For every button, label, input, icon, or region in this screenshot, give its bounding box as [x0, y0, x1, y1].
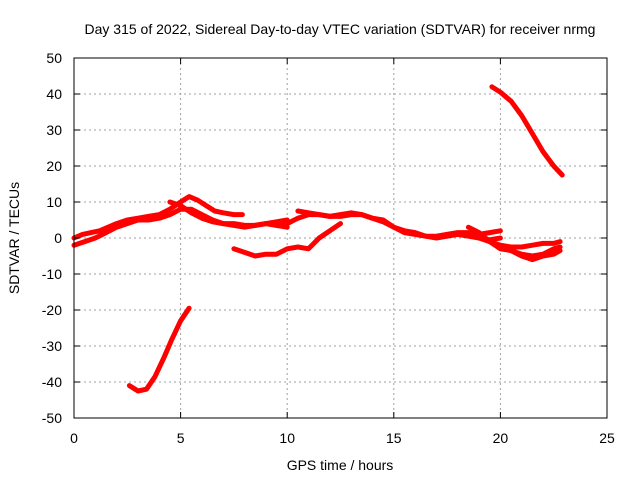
chart-title: Day 315 of 2022, Sidereal Day-to-day VTE…: [85, 21, 596, 37]
y-tick-label: 10: [46, 194, 62, 210]
series-line-track-11: [489, 84, 565, 178]
y-tick-label: -10: [42, 266, 62, 282]
series-line-track-8: [465, 224, 563, 250]
x-tick-labels: 0 5 10 15 20 25: [70, 430, 615, 446]
series-line-track-5: [231, 221, 343, 259]
x-tick-label: 15: [386, 430, 402, 446]
y-tick-label: 40: [46, 86, 62, 102]
y-axis-label: SDTVAR / TECUs: [6, 182, 22, 294]
x-tick-label: 0: [70, 430, 78, 446]
x-tick-label: 10: [279, 430, 295, 446]
series-line-track-10: [508, 244, 563, 259]
series-line-track-4: [126, 305, 192, 394]
y-tick-label: 0: [54, 230, 62, 246]
y-tick-label: 20: [46, 158, 62, 174]
series-line-track-1: [71, 194, 245, 241]
series-line-track-3: [167, 199, 290, 228]
y-tick-label: 50: [46, 50, 62, 66]
y-tick-label: -40: [42, 374, 62, 390]
x-tick-label: 25: [599, 430, 615, 446]
y-tick-label: -50: [42, 410, 62, 426]
y-tick-label: 30: [46, 122, 62, 138]
axis-ticks: [73, 57, 608, 419]
y-tick-labels: -50 -40 -30 -20 -10 0 10 20 30 40 50: [42, 50, 62, 426]
x-tick-label: 5: [177, 430, 185, 446]
grid-lines: [74, 58, 607, 418]
y-tick-label: -20: [42, 302, 62, 318]
x-tick-label: 20: [493, 430, 509, 446]
x-axis-label: GPS time / hours: [287, 457, 394, 473]
data-series: [71, 84, 565, 394]
y-tick-label: -30: [42, 338, 62, 354]
series-line-track-7: [295, 208, 503, 243]
